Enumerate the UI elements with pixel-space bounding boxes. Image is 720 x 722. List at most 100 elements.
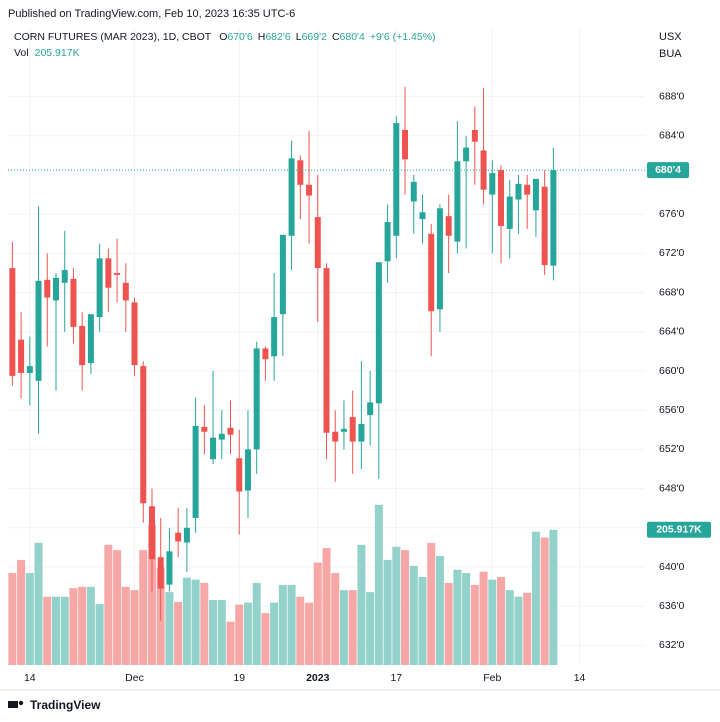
volume-bar	[470, 584, 479, 665]
volume-bar	[366, 592, 375, 665]
candle-body	[183, 527, 190, 543]
volume-bar	[488, 579, 497, 665]
currency: USX	[659, 31, 682, 43]
y-tick-label: 672'0	[659, 247, 685, 259]
candle-body	[35, 280, 42, 381]
candle-body	[166, 551, 173, 585]
volume-bar	[549, 529, 558, 665]
volume-bar	[261, 613, 270, 665]
candle-body	[236, 458, 243, 492]
x-tick-label: Dec	[125, 672, 144, 684]
volume-value-label: 205.917K	[656, 524, 702, 536]
candle-body	[79, 325, 86, 366]
candle-body	[375, 262, 382, 404]
volume-bar	[25, 573, 34, 665]
candle-body	[524, 184, 531, 195]
candle-body	[114, 273, 121, 275]
candle-body	[332, 431, 339, 442]
volume-bar	[235, 604, 244, 665]
candle-body	[52, 277, 59, 301]
candle-body	[541, 186, 548, 266]
volume-bar	[51, 596, 60, 665]
candle-body	[402, 129, 409, 160]
candle-body	[122, 282, 129, 301]
candle-body	[244, 449, 251, 491]
volume-bar	[418, 577, 427, 665]
y-tick-label: 648'0	[659, 482, 685, 494]
volume-bar	[95, 603, 104, 665]
symbol-title: CORN FUTURES (MAR 2023), 1D, CBOT	[14, 31, 212, 43]
volume-bar	[243, 602, 252, 665]
candle-body	[506, 196, 513, 229]
candle-body	[436, 208, 443, 310]
volume-bar	[270, 602, 279, 665]
candle-body	[61, 270, 68, 283]
volume-bar	[278, 584, 287, 665]
candle-body	[480, 150, 487, 190]
volume-bar	[34, 542, 43, 665]
volume-bar	[209, 599, 218, 665]
volume-bar	[540, 537, 549, 665]
volume-bar	[357, 544, 366, 665]
brand-name[interactable]: TradingView	[30, 698, 101, 712]
candle-body	[18, 339, 25, 373]
candle-body	[9, 268, 16, 376]
volume-bar	[121, 586, 130, 665]
volume-bar	[174, 601, 183, 665]
volume-bar	[217, 599, 226, 665]
candle-body	[271, 317, 278, 357]
candle-body	[498, 170, 505, 226]
volume-bar	[139, 550, 148, 665]
y-tick-label: 632'0	[659, 639, 685, 651]
candle-body	[367, 402, 374, 416]
candle-body	[550, 170, 557, 266]
candle-body	[131, 302, 138, 366]
y-tick-label: 660'0	[659, 365, 685, 377]
volume-bar	[322, 548, 331, 665]
unit: BUA	[659, 48, 682, 60]
volume-bar	[104, 544, 113, 665]
volume-bar	[226, 621, 235, 665]
volume-bar	[113, 550, 122, 665]
volume-bar	[130, 590, 139, 665]
published-note: Published on TradingView.com, Feb 10, 20…	[8, 8, 295, 20]
candle-body	[384, 222, 391, 262]
volume-bar	[392, 546, 401, 665]
candle-body	[218, 433, 225, 440]
volume-bar	[305, 602, 314, 665]
candle-body	[279, 234, 286, 315]
volume-bar	[339, 590, 348, 665]
volume-bar	[165, 592, 174, 665]
volume-bar	[348, 590, 357, 665]
candle-body	[262, 348, 269, 360]
volume-bar	[531, 531, 540, 665]
legend-key: L	[296, 31, 302, 43]
volume-bar	[200, 582, 209, 665]
last-price-label: 680'4	[655, 164, 681, 176]
candle-body	[148, 506, 155, 560]
candle-body	[471, 129, 478, 142]
candle-body	[201, 426, 208, 432]
volume-bar	[296, 596, 305, 665]
legend-key: H	[258, 31, 266, 43]
volume-bar	[147, 524, 156, 665]
volume-bar	[383, 559, 392, 665]
candle-body	[210, 437, 217, 460]
volume-bar	[43, 596, 52, 665]
volume-bar	[409, 565, 418, 665]
volume-bar	[497, 577, 506, 665]
x-tick-label: 19	[233, 672, 245, 684]
candle-body	[105, 258, 112, 288]
volume-bar	[78, 586, 87, 665]
candle-body	[288, 158, 295, 236]
last-price-badge	[647, 162, 689, 179]
volume-bar	[479, 571, 488, 665]
brand-logo	[8, 700, 24, 708]
y-tick-label: 652'0	[659, 443, 685, 455]
candle-body	[253, 348, 260, 450]
y-tick-label: 676'0	[659, 208, 685, 220]
legend-key: C	[332, 31, 340, 43]
y-tick-label: 656'0	[659, 404, 685, 416]
volume-bar	[453, 569, 462, 665]
candle-body	[44, 279, 51, 298]
